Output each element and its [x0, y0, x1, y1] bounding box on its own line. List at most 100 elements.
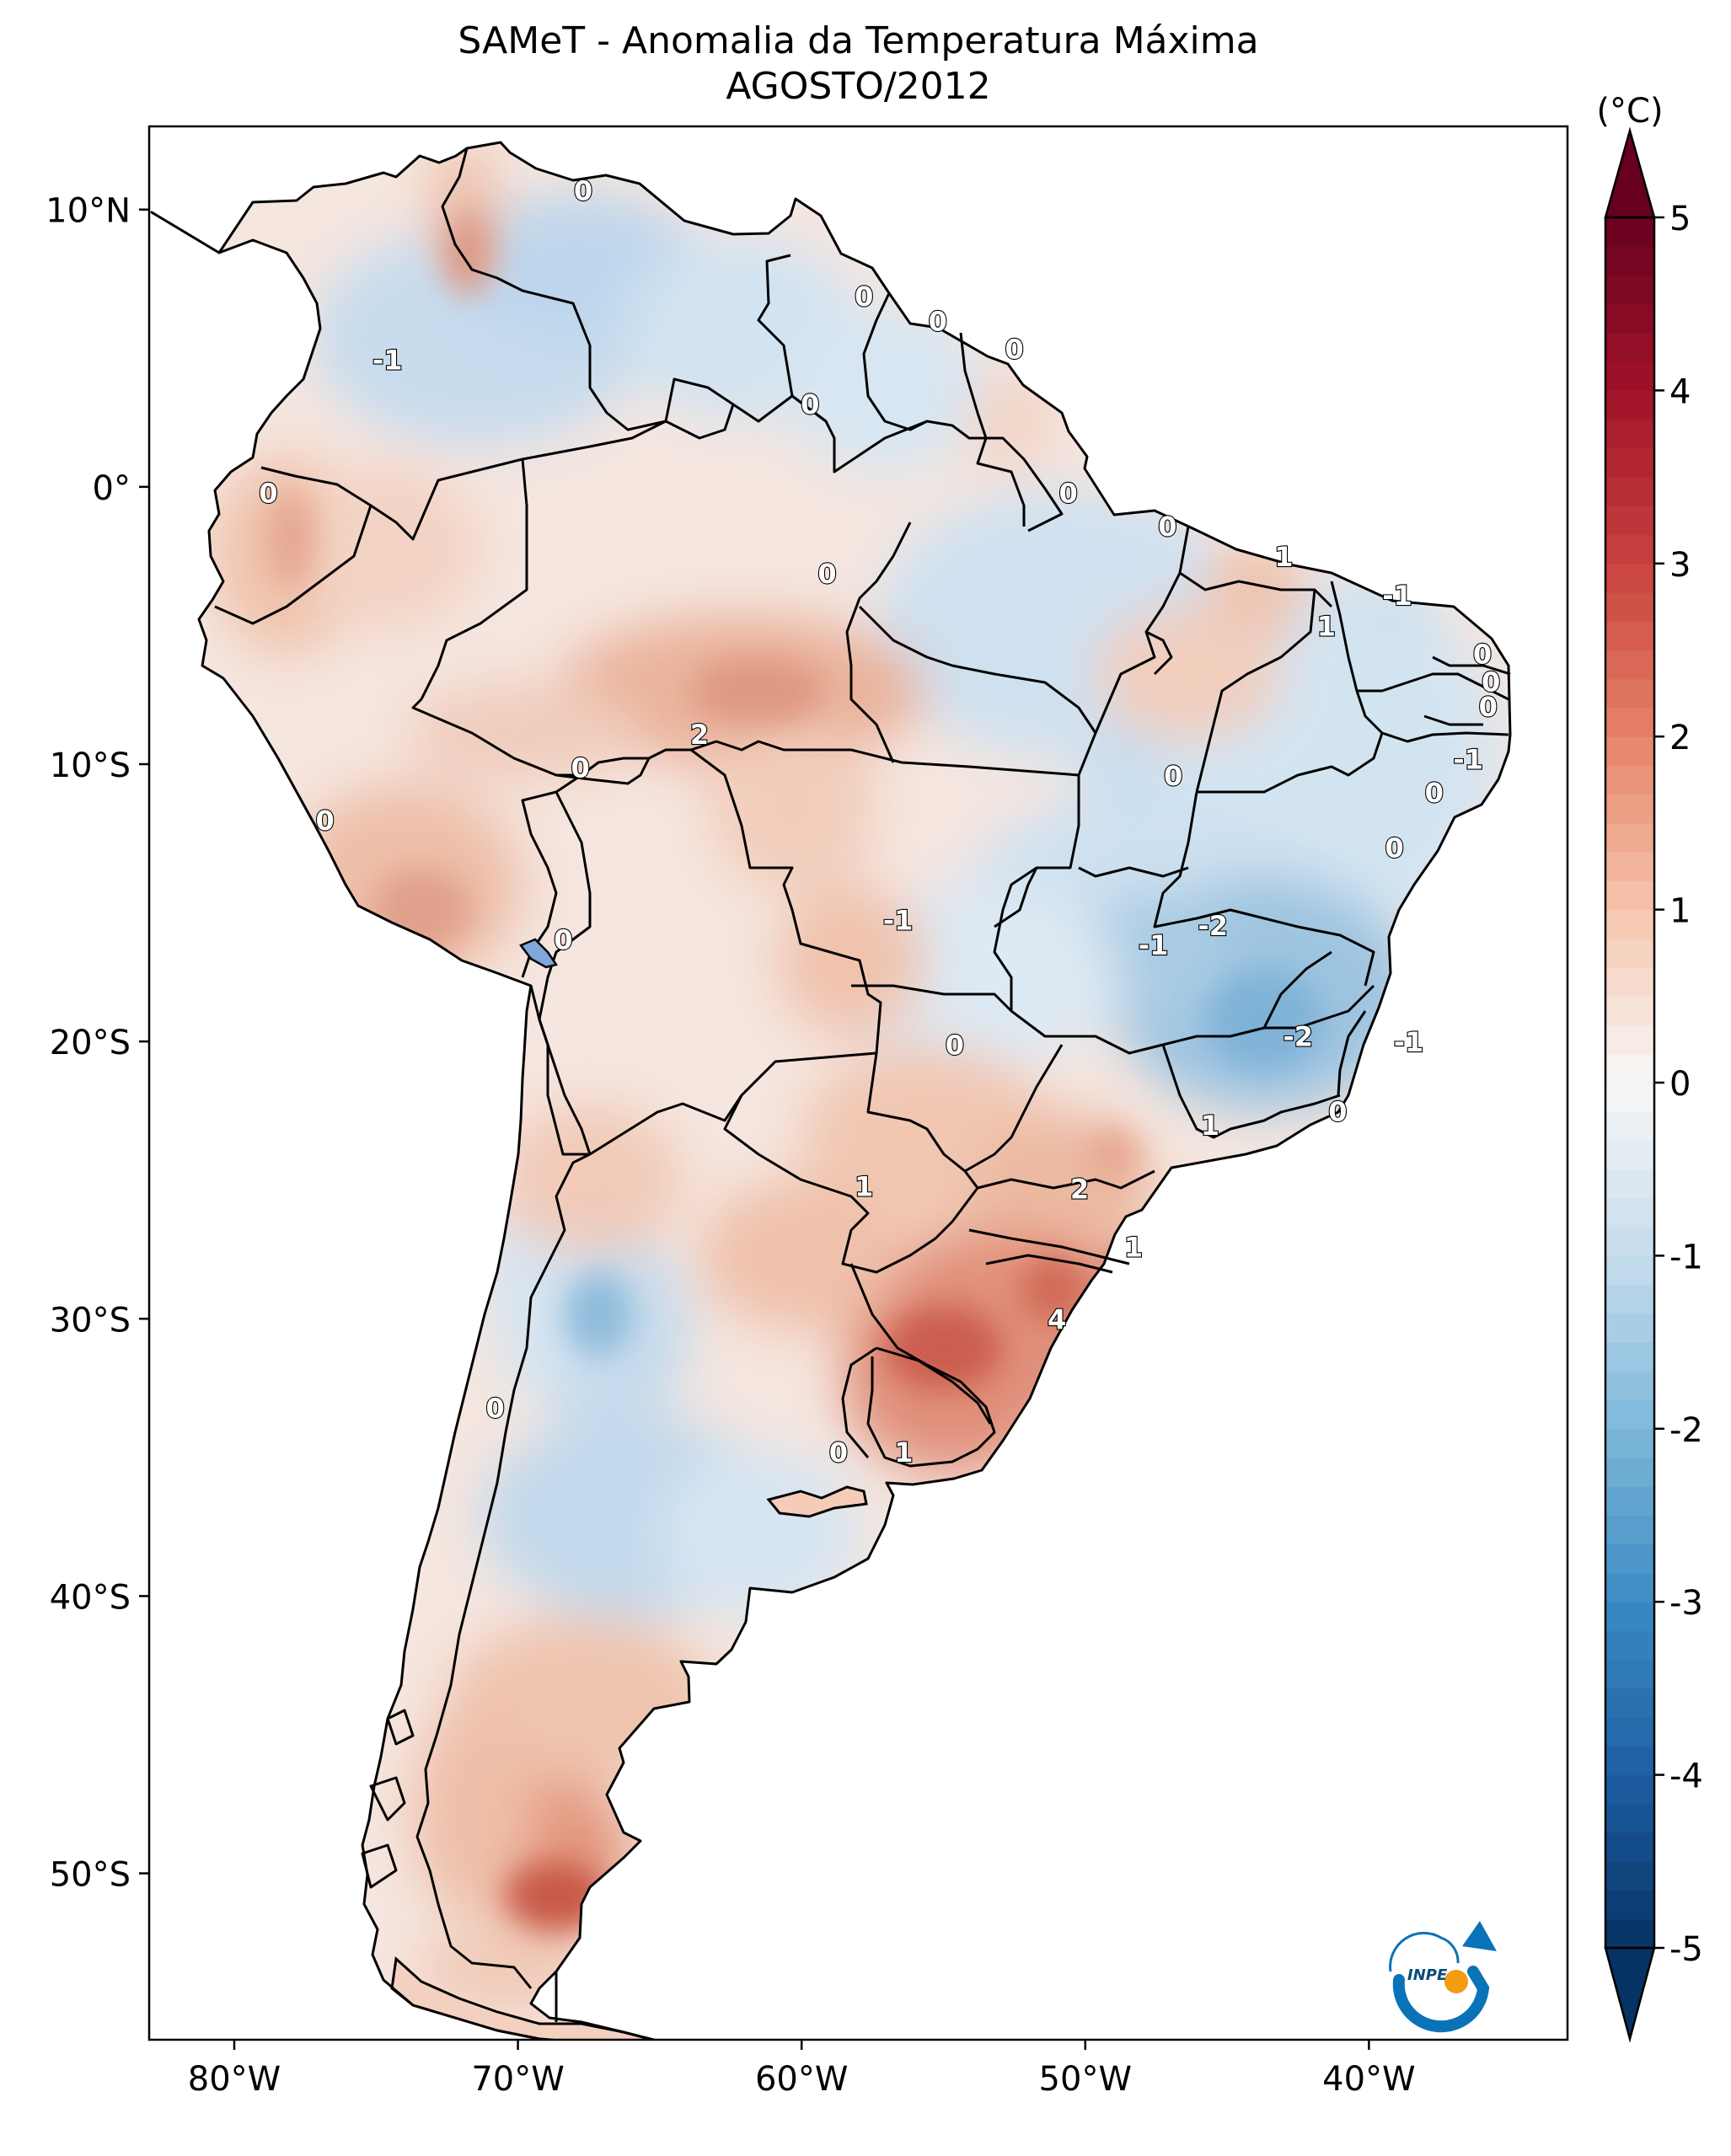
contour-label: 0 [1005, 333, 1023, 365]
contour-label: 0 [1158, 511, 1176, 543]
lat-tick-label: 10°S [50, 746, 131, 785]
contour-label: 0 [554, 923, 572, 955]
colorbar-segment [1605, 880, 1654, 911]
colorbar-tick-label: -2 [1669, 1411, 1703, 1450]
lat-tick-label: 30°S [50, 1301, 131, 1340]
colorbar-segment [1605, 477, 1654, 506]
plot-frame [147, 125, 1569, 2041]
colorbar-segment [1605, 1197, 1654, 1228]
colorbar-segment [1605, 1399, 1654, 1430]
contour-label: 4 [1048, 1303, 1066, 1335]
colorbar-unit-label: (°C) [1596, 92, 1663, 131]
colorbar-segment [1605, 1861, 1654, 1891]
colorbar-segment [1605, 938, 1654, 968]
colorbar-segment [1605, 1486, 1654, 1516]
colorbar-segment [1605, 1717, 1654, 1747]
colorbar-segment [1605, 246, 1654, 276]
colorbar-segment [1605, 303, 1654, 334]
contour-label: 1 [855, 1170, 873, 1202]
contour-label: 0 [1058, 477, 1077, 509]
colorbar: 5 4 3 2 1 0 -1 -2 -3 -4 -5 (°C) [1596, 92, 1703, 2043]
colorbar-segment [1605, 678, 1654, 709]
contour-label: 0 [316, 805, 335, 837]
colorbar-segment [1605, 1083, 1654, 1112]
colorbar-tick-label: 3 [1669, 546, 1691, 585]
colorbar-segment [1605, 361, 1654, 391]
lat-tick-label: 20°S [50, 1024, 131, 1062]
contour-label: 0 [1479, 691, 1498, 723]
colorbar-segment [1605, 996, 1654, 1026]
contour-label: 1 [1201, 1110, 1219, 1142]
contour-label: 0 [1328, 1095, 1347, 1127]
contour-label: 2 [690, 719, 709, 751]
colorbar-segment [1605, 621, 1654, 650]
lat-tick-label: 10°N [46, 192, 131, 231]
colorbar-segment [1605, 1572, 1654, 1602]
colorbar-segment [1605, 1428, 1654, 1458]
colorbar-segment [1605, 822, 1654, 853]
colorbar-segment [1605, 650, 1654, 680]
contour-label: -1 [1394, 1026, 1424, 1058]
colorbar-segment [1605, 447, 1654, 478]
map-title-line1: SAMeT - Anomalia da Temperatura Máxima [458, 19, 1259, 62]
colorbar-segment [1605, 1659, 1654, 1689]
colorbar-segment [1605, 852, 1654, 881]
colorbar-segment [1605, 1025, 1654, 1055]
colorbar-segment [1605, 1371, 1654, 1401]
colorbar-segment [1605, 1255, 1654, 1286]
inpe-logo-text: INPE [1407, 1966, 1448, 1984]
colorbar-segment [1605, 332, 1654, 362]
lat-tick-label: 50°S [50, 1856, 131, 1895]
colorbar-segment [1605, 506, 1654, 536]
colorbar-segment [1605, 419, 1654, 449]
colorbar-segment [1605, 794, 1654, 824]
contour-label: -2 [1283, 1021, 1313, 1053]
colorbar-tick-label: 1 [1669, 892, 1691, 931]
lon-tick-label: 60°W [755, 2060, 848, 2099]
colorbar-segment [1605, 1803, 1654, 1833]
colorbar-segment [1605, 1313, 1654, 1343]
colorbar-segment [1605, 909, 1654, 939]
contour-label: 0 [855, 281, 873, 313]
colorbar-tick-label: 5 [1669, 200, 1691, 238]
contour-label: 0 [1425, 777, 1444, 809]
contour-label: -1 [1139, 929, 1169, 961]
colorbar-segment [1605, 1746, 1654, 1776]
colorbar-segment [1605, 1140, 1654, 1170]
contour-label: 0 [946, 1029, 964, 1061]
colorbar-segment [1605, 1630, 1654, 1661]
colorbar-segment [1605, 1832, 1654, 1862]
lat-tick-label: 40°S [50, 1578, 131, 1617]
colorbar-tick-label: -4 [1669, 1757, 1703, 1796]
colorbar-segment [1605, 1053, 1654, 1083]
colorbar-extend-min [1604, 1946, 1656, 2043]
contour-label: 2 [1070, 1174, 1089, 1206]
country-borders [150, 141, 1512, 2040]
lat-tick-label: 0° [93, 469, 131, 508]
contour-label: 1 [1124, 1232, 1143, 1264]
colorbar-segment [1605, 1169, 1654, 1199]
colorbar-segment [1605, 967, 1654, 997]
colorbar-segment [1605, 275, 1654, 305]
contour-label: 1 [1274, 541, 1293, 573]
contour-label: 1 [1317, 610, 1336, 642]
colorbar-segment [1605, 1342, 1654, 1372]
colorbar-segment [1605, 765, 1654, 795]
lake-titicaca [519, 938, 559, 969]
contour-label: 0 [574, 175, 592, 207]
contour-label: -1 [372, 344, 403, 376]
map-title: SAMeT - Anomalia da Temperatura Máxima A… [149, 19, 1568, 110]
contour-label: 0 [259, 477, 277, 509]
colorbar-tick-label: -1 [1669, 1238, 1703, 1276]
colorbar-segment [1605, 1688, 1654, 1718]
colorbar-segment [1605, 563, 1654, 593]
colorbar-segment [1605, 217, 1654, 247]
colorbar-segment [1605, 1918, 1654, 1949]
contour-label: 1 [894, 1436, 913, 1469]
colorbar-extend-max [1604, 126, 1656, 219]
colorbar-segment [1605, 1284, 1654, 1314]
contour-label: -1 [1453, 743, 1483, 775]
colorbar-tick-label: 2 [1669, 719, 1691, 757]
contour-label: -1 [883, 904, 914, 936]
